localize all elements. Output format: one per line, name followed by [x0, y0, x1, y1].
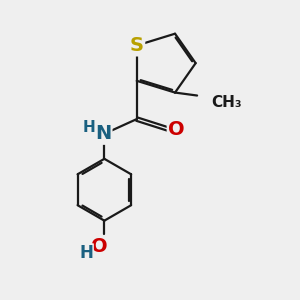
Text: H: H	[83, 120, 95, 135]
Text: O: O	[168, 120, 185, 139]
Text: O: O	[91, 237, 107, 256]
Text: CH₃: CH₃	[211, 94, 242, 110]
Text: N: N	[95, 124, 111, 143]
Text: S: S	[130, 36, 144, 55]
Text: H: H	[79, 244, 93, 262]
